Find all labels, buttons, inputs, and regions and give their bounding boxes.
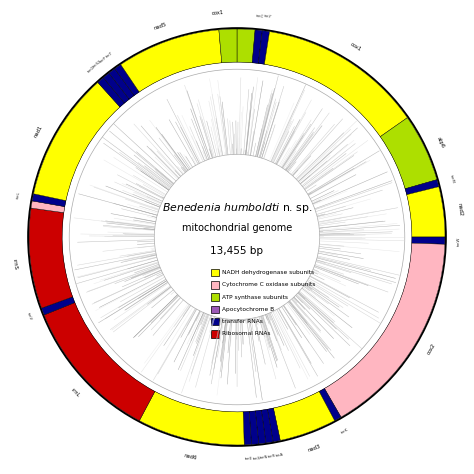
Text: atp6: atp6 bbox=[436, 136, 445, 149]
Wedge shape bbox=[264, 32, 407, 137]
Text: trnR: trnR bbox=[267, 454, 276, 459]
Wedge shape bbox=[31, 201, 65, 213]
Text: trnK: trnK bbox=[340, 428, 349, 435]
Bar bbox=[211, 330, 219, 337]
Wedge shape bbox=[255, 410, 266, 444]
Text: 13,455 bp: 13,455 bp bbox=[210, 246, 264, 256]
Wedge shape bbox=[273, 392, 335, 440]
Text: rrnS: rrnS bbox=[11, 259, 18, 270]
Wedge shape bbox=[34, 82, 120, 201]
Text: cox2: cox2 bbox=[426, 343, 437, 356]
Text: NADH dehydrogenase subunits: NADH dehydrogenase subunits bbox=[222, 270, 314, 275]
Wedge shape bbox=[29, 208, 73, 308]
Text: trnT: trnT bbox=[105, 51, 114, 59]
Wedge shape bbox=[115, 64, 139, 96]
Wedge shape bbox=[319, 388, 341, 420]
Text: trnY: trnY bbox=[264, 15, 272, 19]
Text: nad1: nad1 bbox=[34, 125, 44, 139]
Wedge shape bbox=[27, 27, 447, 447]
Text: Cytochrome C oxidase subunits: Cytochrome C oxidase subunits bbox=[222, 282, 316, 287]
Wedge shape bbox=[42, 297, 75, 315]
Text: trnG: trnG bbox=[87, 65, 96, 73]
Text: rrnL: rrnL bbox=[70, 387, 81, 399]
Text: $\it{Benedenia\ humboldti}$ n. sp.: $\it{Benedenia\ humboldti}$ n. sp. bbox=[162, 201, 312, 215]
Wedge shape bbox=[237, 29, 255, 63]
Wedge shape bbox=[109, 69, 134, 99]
Bar bbox=[211, 281, 219, 289]
Wedge shape bbox=[249, 411, 259, 445]
Text: trnS2: trnS2 bbox=[92, 60, 102, 69]
Text: nad3: nad3 bbox=[307, 443, 321, 453]
Wedge shape bbox=[121, 30, 222, 92]
Wedge shape bbox=[139, 392, 244, 445]
Text: trnW: trnW bbox=[457, 236, 461, 246]
Text: trnN: trnN bbox=[260, 455, 268, 460]
Text: nad6: nad6 bbox=[183, 453, 197, 460]
Bar bbox=[211, 306, 219, 313]
Wedge shape bbox=[243, 411, 252, 445]
Text: mitochondrial genome: mitochondrial genome bbox=[182, 224, 292, 234]
Text: trnC: trnC bbox=[256, 14, 264, 18]
Wedge shape bbox=[324, 243, 445, 417]
Text: nad5: nad5 bbox=[153, 21, 167, 31]
Wedge shape bbox=[261, 409, 273, 443]
Text: trnV: trnV bbox=[26, 312, 33, 321]
Wedge shape bbox=[407, 187, 445, 237]
Text: trnP: trnP bbox=[99, 55, 108, 64]
Wedge shape bbox=[405, 180, 439, 195]
Wedge shape bbox=[258, 31, 270, 64]
Wedge shape bbox=[103, 73, 129, 103]
Wedge shape bbox=[32, 194, 66, 207]
Bar bbox=[211, 269, 219, 276]
Text: trnL: trnL bbox=[16, 191, 22, 199]
Wedge shape bbox=[252, 30, 262, 64]
Text: trnA: trnA bbox=[275, 452, 284, 458]
Text: trnM: trnM bbox=[448, 175, 455, 184]
Wedge shape bbox=[412, 237, 445, 244]
Wedge shape bbox=[98, 78, 125, 107]
Wedge shape bbox=[267, 408, 280, 442]
Text: Apocytochrome B: Apocytochrome B bbox=[222, 307, 274, 312]
Text: trnE: trnE bbox=[245, 456, 253, 461]
Text: transfer RNAs: transfer RNAs bbox=[222, 319, 263, 324]
Text: cox1: cox1 bbox=[349, 41, 363, 52]
Wedge shape bbox=[380, 118, 437, 189]
Wedge shape bbox=[44, 302, 155, 420]
Text: cox1: cox1 bbox=[211, 10, 224, 17]
Text: nad2: nad2 bbox=[456, 203, 463, 217]
Text: ATP synthase subunits: ATP synthase subunits bbox=[222, 294, 288, 300]
Bar bbox=[211, 293, 219, 301]
Bar bbox=[211, 318, 219, 325]
Text: trnS: trnS bbox=[252, 456, 261, 461]
Wedge shape bbox=[219, 29, 237, 63]
Text: Ribosomal RNAs: Ribosomal RNAs bbox=[222, 331, 271, 337]
Wedge shape bbox=[61, 61, 413, 413]
